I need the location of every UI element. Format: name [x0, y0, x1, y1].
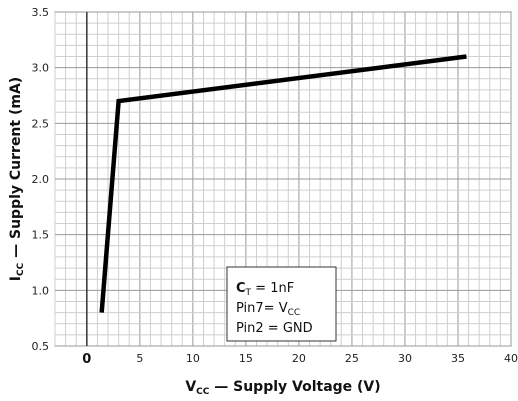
y-tick-label: 2.5 [32, 117, 50, 130]
grid [54, 11, 512, 347]
x-tick-label: 10 [186, 352, 200, 365]
series-line [99, 54, 467, 313]
annotation-box: CT = 1nF Pin7= VCC Pin2 = GND [226, 266, 337, 342]
annotation-line-3: Pin2 = GND [236, 321, 313, 336]
y-tick-label: 0.5 [32, 340, 50, 353]
y-tick-labels: 0.5 1.0 1.5 2.0 2.5 3.0 3.5 [32, 6, 50, 353]
x-tick-label: 0 [82, 352, 91, 367]
y-tick-label: 3.0 [32, 62, 50, 75]
y-axis-label: ICC — Supply Current (mA) [8, 77, 26, 281]
x-tick-label: 40 [504, 352, 518, 365]
x-tick-label: 5 [136, 352, 143, 365]
annotation-line-2: Pin7= VCC [236, 301, 300, 318]
x-tick-label: 30 [398, 352, 412, 365]
x-tick-labels: 0 5 10 15 20 25 30 35 40 [82, 352, 518, 367]
x-tick-label: 35 [451, 352, 465, 365]
x-axis-label: VCC — Supply Voltage (V) [185, 379, 380, 397]
y-tick-label: 1.5 [32, 229, 50, 242]
y-tick-label: 3.5 [32, 6, 50, 19]
y-tick-label: 2.0 [32, 173, 50, 186]
annotation-frame [226, 266, 337, 342]
annotation-line-1: CT = 1nF [236, 281, 294, 298]
x-tick-label: 15 [239, 352, 253, 365]
x-tick-label: 20 [292, 352, 306, 365]
y-tick-label: 1.0 [32, 284, 50, 297]
x-tick-label: 25 [345, 352, 359, 365]
data-series [99, 54, 467, 313]
